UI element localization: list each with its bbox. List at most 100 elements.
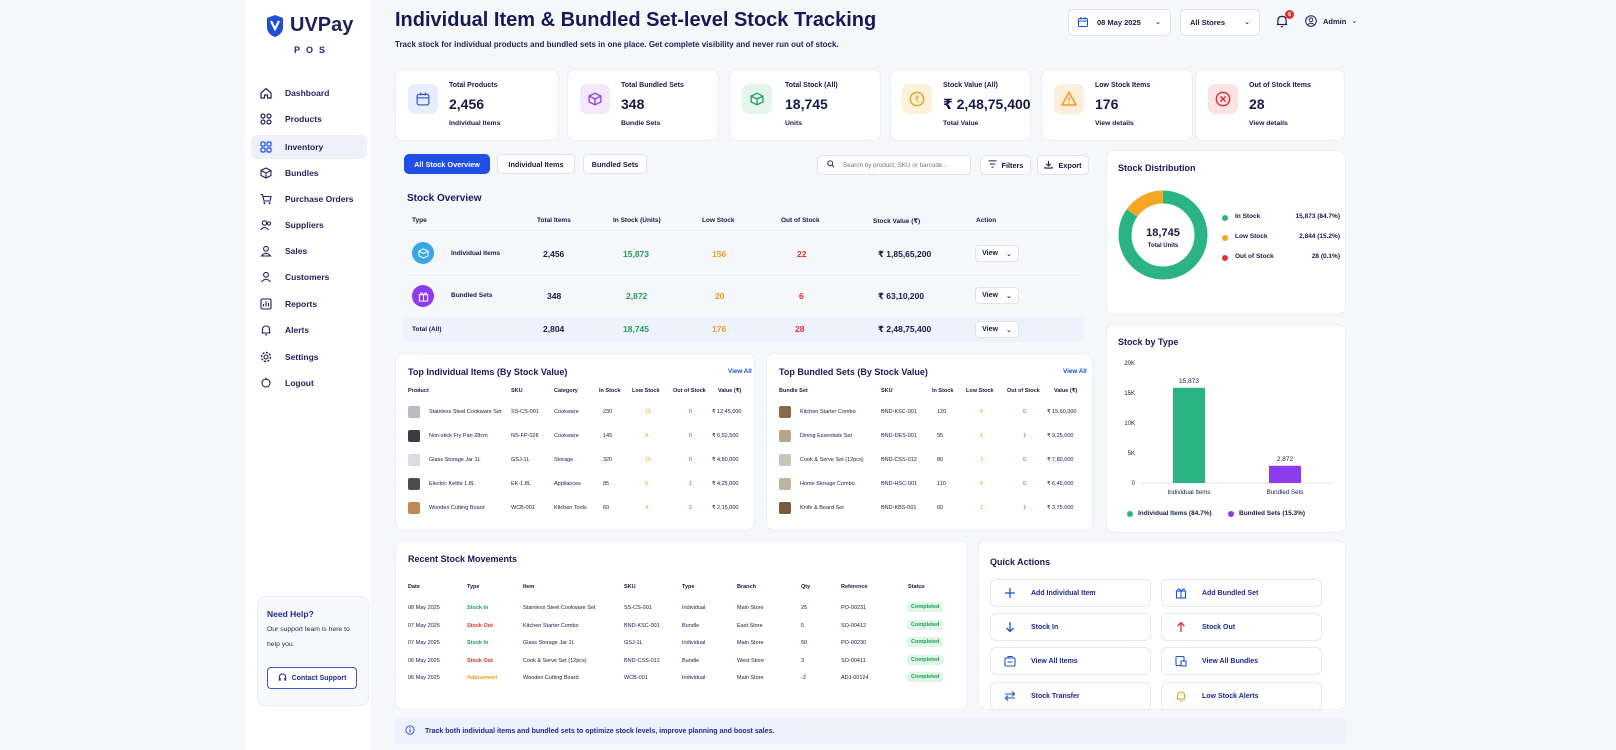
user-menu[interactable]: Admin ⌄: [1305, 15, 1357, 27]
export-button[interactable]: Export: [1037, 155, 1089, 175]
table-row[interactable]: 06 May 2025 Stock Out Cook & Serve Set (12…: [396, 654, 969, 670]
filters-button[interactable]: Filters: [980, 155, 1031, 175]
stock-out-button[interactable]: Stock Out: [1161, 613, 1322, 641]
sidebar-item-customers[interactable]: Customers: [251, 265, 367, 289]
table-row[interactable]: Glass Storage Jar 1L GSJ-1L Storage 320 15 0 ₹…: [396, 450, 756, 472]
table-row[interactable]: Electric Kettle 1.8L EK-1.8L Appliances 85 6…: [396, 474, 756, 496]
table-row[interactable]: 07 May 2025 Stock Out Kitchen Starter Comb…: [396, 619, 969, 635]
sidebar-item-alerts[interactable]: Alerts: [251, 318, 367, 342]
tab-individual-items[interactable]: Individual Items: [497, 154, 575, 174]
date-value: 08 May 2025: [1097, 18, 1141, 27]
table-row[interactable]: 08 May 2025 Stock In Stainless Steel Cookw…: [396, 601, 969, 617]
action-label: Low Stock Alerts: [1202, 692, 1259, 700]
sidebar-item-suppliers[interactable]: Suppliers: [251, 213, 367, 237]
sidebar-item-inventory[interactable]: Inventory: [251, 135, 367, 159]
legend-dot: [1222, 215, 1228, 221]
table-row[interactable]: 06 May 2025 Adjustment Wooden Cutting Boar…: [396, 671, 969, 687]
table-row[interactable]: Home Storage Combo BND-HSC-001 110 6 0 ₹ 6,45…: [767, 474, 1094, 496]
view-button[interactable]: View ⌄: [975, 245, 1019, 262]
stat-value: ₹ 2,48,75,400: [943, 96, 1031, 112]
product-name: Wooden Cutting Board: [429, 505, 485, 511]
date-picker[interactable]: 08 May 2025 ⌄: [1068, 9, 1171, 36]
product-in-stock: 60: [603, 505, 610, 511]
top-bundles-card: Top Bundled Sets (By Stock Value) View A…: [766, 353, 1093, 531]
sidebar-item-sales[interactable]: Sales: [251, 239, 367, 263]
sidebar-item-purchase-orders[interactable]: Purchase Orders: [251, 187, 367, 211]
info-banner: Track both individual items and bundled …: [395, 718, 1346, 744]
stat-card-total-products[interactable]: Total Products 2,456 Individual Items: [395, 69, 559, 141]
table-row[interactable]: Non-stick Fry Pan 28cm NS-FP-028 Cookware 1…: [396, 426, 756, 448]
help-text-2: help you.: [267, 641, 295, 648]
page-subtitle: Track stock for individual products and …: [395, 40, 839, 49]
sidebar-item-reports[interactable]: Reports: [251, 292, 367, 316]
rupee-icon: ₹: [902, 84, 932, 114]
store-select[interactable]: All Stores ⌄: [1180, 9, 1260, 36]
stock-in-button[interactable]: Stock In: [990, 613, 1151, 641]
table-row[interactable]: 07 May 2025 Stock In Glass Storage Jar 1L G…: [396, 636, 969, 652]
sidebar-item-label: Settings: [285, 352, 319, 362]
product-sku: NS-FP-028: [511, 433, 539, 439]
notification-bell[interactable]: 6: [1275, 10, 1294, 30]
bundle-value: ₹ 6,45,000: [1047, 481, 1074, 487]
add-bundled-set-button[interactable]: Add Bundled Set: [1161, 579, 1322, 607]
stat-card-total-stock[interactable]: Total Stock (All) 18,745 Units: [729, 69, 881, 141]
table-row[interactable]: Knife & Board Set BND-KBS-001 60 2 1 ₹ 3,75,0…: [767, 498, 1094, 520]
contact-support-label: Contact Support: [291, 674, 347, 682]
help-title: Need Help?: [267, 609, 314, 619]
sidebar-item-settings[interactable]: Settings: [251, 345, 367, 369]
bundle-sku: BND-CSS-012: [881, 457, 917, 463]
sidebar-item-dashboard[interactable]: Dashboard: [251, 81, 367, 105]
search-box[interactable]: [817, 155, 971, 175]
sidebar-item-label: Purchase Orders: [285, 194, 354, 204]
low-stock-view-details-link[interactable]: View details: [1095, 120, 1134, 127]
view-button[interactable]: View ⌄: [975, 321, 1019, 338]
row-value: ₹ 2,48,75,400: [878, 324, 932, 334]
view-label: View: [982, 292, 998, 299]
search-input[interactable]: [843, 161, 970, 169]
contact-support-button[interactable]: Contact Support: [267, 667, 357, 689]
view-button[interactable]: View ⌄: [975, 287, 1019, 304]
status-badge: Completed: [907, 619, 944, 630]
low-stock-alerts-button[interactable]: Low Stock Alerts: [1161, 682, 1322, 710]
bundle-low-stock: 2: [980, 505, 984, 511]
movement-type: Stock In: [467, 640, 489, 646]
table-row[interactable]: Stainless Steel Cookware Set SS-CS-001 Coo…: [396, 402, 756, 424]
col-out-of-stock: Out of Stock: [781, 217, 820, 224]
stat-card-out-of-stock[interactable]: Out of Stock Items 28 View details: [1195, 69, 1345, 141]
product-low-stock: 8: [645, 433, 649, 439]
donut-center-label: Total Units: [1147, 243, 1179, 249]
sidebar-item-products[interactable]: Products: [251, 107, 367, 131]
bundle-name: Cook & Serve Set (12pcs): [800, 457, 864, 463]
table-row[interactable]: Cook & Serve Set (12pcs) BND-CSS-012 80 3 0 ₹…: [767, 450, 1094, 472]
add-individual-item-button[interactable]: Add Individual Item: [990, 579, 1151, 607]
y-tick-label: 10K: [1124, 421, 1135, 427]
view-all-items-button[interactable]: View All Items: [990, 647, 1151, 675]
inventory-icon: [259, 141, 273, 153]
sidebar-item-logout[interactable]: Logout: [251, 371, 367, 395]
sidebar-item-bundles[interactable]: Bundles: [251, 161, 367, 185]
stock-transfer-button[interactable]: Stock Transfer: [990, 682, 1151, 710]
row-total: 2,456: [543, 249, 565, 259]
stat-card-low-stock[interactable]: Low Stock Items 176 View details: [1041, 69, 1193, 141]
stat-card-stock-value[interactable]: ₹ Stock Value (All) ₹ 2,48,75,400 Total …: [890, 69, 1031, 141]
view-all-bundles-button[interactable]: View All Bundles: [1161, 647, 1322, 675]
product-sku: EK-1.8L: [511, 481, 531, 487]
legend-label: Low Stock: [1235, 233, 1268, 240]
table-row[interactable]: Kitchen Starter Combo BND-KSC-001 120 6 0 ₹ 1…: [767, 402, 1094, 424]
info-icon: [405, 722, 415, 740]
chevron-down-icon: ⌄: [1005, 326, 1012, 334]
chevron-down-icon: ⌄: [1155, 19, 1161, 26]
table-row[interactable]: Wooden Cutting Board WCB-001 Kitchen Tools…: [396, 498, 756, 520]
stat-card-bundled-sets[interactable]: Total Bundled Sets 348 Bundle Sets: [567, 69, 719, 141]
col-low-stock: Low Stock: [966, 388, 994, 394]
legend-item-low-stock: Low Stock 2,844 (15.2%): [1222, 233, 1340, 243]
top-bundles-view-all-link[interactable]: View All: [1063, 368, 1087, 375]
product-out-of-stock: 1: [689, 481, 693, 487]
bundle-thumbnail: [779, 454, 791, 466]
table-row[interactable]: Dining Essentials Set BND-DES-001 95 5 1 ₹ 9,…: [767, 426, 1094, 448]
out-of-stock-view-details-link[interactable]: View details: [1249, 120, 1288, 127]
users-icon: [259, 219, 273, 231]
tab-bundled-sets[interactable]: Bundled Sets: [583, 154, 647, 174]
tab-all-stock-overview[interactable]: All Stock Overview: [404, 154, 490, 174]
top-items-view-all-link[interactable]: View All: [728, 368, 752, 375]
